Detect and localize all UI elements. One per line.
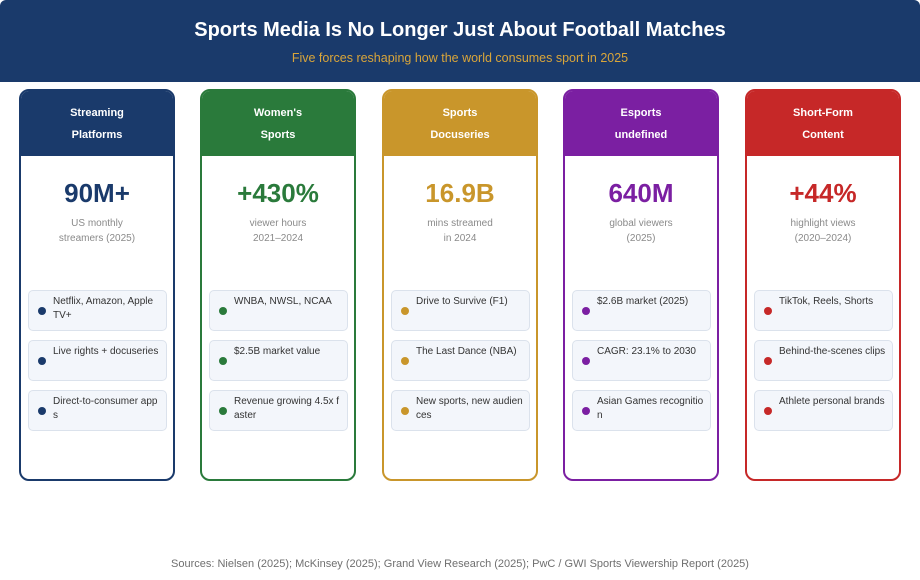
card-item-text: The Last Dance (NBA) bbox=[416, 346, 517, 357]
bullet-dot-icon bbox=[38, 357, 46, 365]
bullet-dot-icon bbox=[401, 357, 409, 365]
card-item: CAGR: 23.1% to 2030 bbox=[572, 340, 711, 381]
card-item: WNBA, NWSL, NCAA bbox=[209, 290, 348, 331]
bullet-dot-icon bbox=[764, 307, 772, 315]
card-item-text: Asian Games recognition bbox=[597, 396, 704, 421]
card-item-text: Behind-the-scenes clips bbox=[779, 346, 886, 357]
card-header: Women's Sports bbox=[202, 91, 354, 156]
bullet-dot-icon bbox=[219, 357, 227, 365]
card-stat: 90M+ bbox=[64, 178, 130, 208]
card-title-line2: Platforms bbox=[71, 128, 123, 141]
card-item-text: Athlete personal brands bbox=[779, 396, 885, 407]
card-item-text: Live rights + docuseries bbox=[53, 346, 159, 357]
card-desc-line1: highlight views bbox=[790, 218, 856, 229]
card-item: Direct-to-consumer apps bbox=[28, 390, 167, 431]
card-esports: Esports undefined 640M global viewers (2… bbox=[563, 89, 719, 481]
card-stat: +430% bbox=[237, 178, 319, 208]
card-description: mins streamed in 2024 bbox=[384, 216, 536, 246]
card-title-line1: Short-Form bbox=[793, 106, 853, 119]
sources-footnote: Sources: Nielsen (2025); McKinsey (2025)… bbox=[171, 558, 749, 570]
bullet-dot-icon bbox=[219, 307, 227, 315]
card-header: Short-Form Content bbox=[747, 91, 899, 156]
card-desc-line2: streamers (2025) bbox=[58, 233, 136, 244]
card-item: Revenue growing 4.5x faster bbox=[209, 390, 348, 431]
card-description: viewer hours 2021–2024 bbox=[202, 216, 354, 246]
card-title-line1: Sports bbox=[442, 106, 478, 119]
card-title-line1: Women's bbox=[253, 106, 303, 119]
bullet-dot-icon bbox=[38, 407, 46, 415]
card-item: Netflix, Amazon, Apple TV+ bbox=[28, 290, 167, 331]
card-desc-line1: viewer hours bbox=[249, 218, 307, 229]
card-item: Drive to Survive (F1) bbox=[391, 290, 530, 331]
card-item: The Last Dance (NBA) bbox=[391, 340, 530, 381]
bullet-dot-icon bbox=[38, 307, 46, 315]
card-description: US monthly streamers (2025) bbox=[21, 216, 173, 246]
card-item-text: Revenue growing 4.5x faster bbox=[234, 396, 340, 421]
card-item: Behind-the-scenes clips bbox=[754, 340, 893, 381]
card-header: Esports undefined bbox=[565, 91, 717, 156]
card-desc-line1: global viewers bbox=[609, 218, 673, 229]
card-item: $2.5B market value bbox=[209, 340, 348, 381]
card-item-text: New sports, new audiences bbox=[416, 396, 523, 421]
card-description: highlight views (2020–2024) bbox=[747, 216, 899, 246]
bullet-dot-icon bbox=[764, 407, 772, 415]
card-item-text: $2.6B market (2025) bbox=[597, 296, 689, 307]
card-item-text: Netflix, Amazon, Apple TV+ bbox=[53, 296, 154, 321]
card-item: Live rights + docuseries bbox=[28, 340, 167, 381]
card-title-line2: Sports bbox=[260, 128, 296, 141]
card-item: Asian Games recognition bbox=[572, 390, 711, 431]
card-title-line2: Docuseries bbox=[430, 128, 490, 141]
card-short-form-content: Short-Form Content +44% highlight views … bbox=[745, 89, 901, 481]
card-item: $2.6B market (2025) bbox=[572, 290, 711, 331]
bullet-dot-icon bbox=[219, 407, 227, 415]
card-description: global viewers (2025) bbox=[565, 216, 717, 246]
card-sports-docuseries: Sports Docuseries 16.9B mins streamed in… bbox=[382, 89, 538, 481]
card-header: Streaming Platforms bbox=[21, 91, 173, 156]
card-item-text: WNBA, NWSL, NCAA bbox=[234, 296, 332, 307]
card-item: New sports, new audiences bbox=[391, 390, 530, 431]
bullet-dot-icon bbox=[401, 307, 409, 315]
card-title-line2: undefined bbox=[614, 128, 668, 141]
card-item-text: CAGR: 23.1% to 2030 bbox=[597, 346, 696, 357]
card-header: Sports Docuseries bbox=[384, 91, 536, 156]
page-title: Sports Media Is No Longer Just About Foo… bbox=[194, 19, 726, 41]
card-item-text: Direct-to-consumer apps bbox=[53, 396, 158, 421]
bullet-dot-icon bbox=[582, 407, 590, 415]
card-stat: 16.9B bbox=[425, 178, 495, 208]
card-item: Athlete personal brands bbox=[754, 390, 893, 431]
card-item-text: TikTok, Reels, Shorts bbox=[779, 296, 874, 307]
card-desc-line2: in 2024 bbox=[443, 233, 477, 244]
card-desc-line1: US monthly bbox=[71, 218, 123, 229]
bullet-dot-icon bbox=[764, 357, 772, 365]
bullet-dot-icon bbox=[582, 357, 590, 365]
card-title-line1: Streaming bbox=[70, 106, 124, 119]
card-desc-line2: 2021–2024 bbox=[252, 233, 304, 244]
card-desc-line1: mins streamed bbox=[427, 218, 493, 229]
card-desc-line2: (2025) bbox=[626, 233, 656, 244]
card-item: TikTok, Reels, Shorts bbox=[754, 290, 893, 331]
card-title-line1: Esports bbox=[620, 106, 662, 119]
card-item-text: $2.5B market value bbox=[234, 346, 321, 357]
header-banner: Sports Media Is No Longer Just About Foo… bbox=[0, 0, 920, 82]
card-stat: 640M bbox=[608, 178, 674, 208]
page-subtitle: Five forces reshaping how the world cons… bbox=[291, 51, 629, 65]
card-desc-line2: (2020–2024) bbox=[794, 233, 852, 244]
card-streaming-platforms: Streaming Platforms 90M+ US monthly stre… bbox=[19, 89, 175, 481]
card-womens-sports: Women's Sports +430% viewer hours 2021–2… bbox=[200, 89, 356, 481]
card-item-text: Drive to Survive (F1) bbox=[416, 296, 508, 307]
card-title-line2: Content bbox=[802, 128, 844, 141]
card-stat: +44% bbox=[789, 178, 857, 208]
bullet-dot-icon bbox=[401, 407, 409, 415]
bullet-dot-icon bbox=[582, 307, 590, 315]
